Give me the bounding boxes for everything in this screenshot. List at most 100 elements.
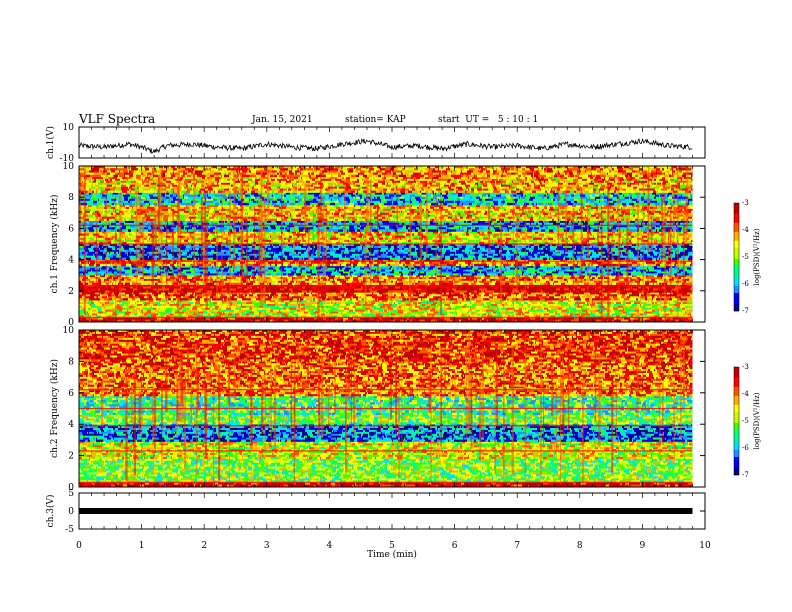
ch1-spectrogram-cell [625,309,630,312]
ch1-spectrogram-cell [304,294,309,297]
ch1-spectrogram-cell [266,309,270,312]
ch1-spectrogram-cell [470,298,471,301]
ch1-spectrogram-cell [250,288,255,291]
ch1-spectrogram-cell [597,292,602,295]
ch1-spectrogram-cell [111,315,113,318]
ch1-spectrogram-cell [433,294,438,297]
ch1-spectrogram-cell [255,280,256,283]
ch1-spectrogram-cell [419,278,424,282]
ch1-spectrogram-cell [298,265,301,268]
ch1-spectrogram-cell [435,300,440,303]
ch1-spectrogram-cell [309,282,312,285]
ch1-spectrogram-cell [415,275,416,278]
ch1-spectrogram-cell [641,288,643,291]
ch1-spectrogram-cell [443,305,448,309]
ch1-spectrogram-cell [144,277,149,280]
ch1-spectrogram-cell [596,304,598,307]
ch1-spectrogram-cell [193,288,198,291]
ch1-spectrogram-cell [265,313,269,316]
ch1-spectrogram-cell [470,288,472,291]
ch1-spectrogram-cell [132,304,133,307]
ch1-spectrogram-cell [572,307,576,311]
ch1-spectrogram-cell [667,294,671,297]
ch1-spectrogram-cell [328,290,333,293]
ch1-spectrogram-cell [666,304,669,307]
ch1-spectrogram-cell [237,304,239,307]
ch1-spectrogram-cell [629,304,632,307]
ch1-spectrogram-cell [147,296,149,299]
ch1-spectrogram-cell [478,278,481,282]
ch1-spectrogram-cell [485,298,489,301]
ch1-spectrogram-cell [511,292,514,295]
ch1-spectrogram-cell [164,290,168,293]
ch1-spectrogram-cell [165,286,166,289]
ch1-spectrogram-cell [635,305,637,309]
ch1-spectrogram-cell [200,304,204,307]
ch1-spectrogram-cell [105,290,109,293]
ch1-spectrogram-cell [498,317,499,320]
ch1-spectrogram-cell [348,317,353,320]
ch1-spectrogram-cell [381,282,384,285]
ch1-spectrogram-cell [359,319,364,323]
ch1-spectrogram-cell [584,307,589,311]
ch1-spectrogram-cell [535,292,536,295]
ch1-spectrogram-cell [422,277,426,280]
ch1-spectrogram-cell [158,288,161,291]
ch1-spectrogram-cell [441,311,444,314]
ch1-spectrogram-cell [277,292,282,295]
ch1-spectrogram-cell [498,298,500,301]
ch1-spectrogram-cell [111,265,113,268]
ch1-spectrogram-cell [93,286,97,289]
ch1-spectrogram-cell [259,311,261,314]
ch1-spectrogram-cell [296,315,298,318]
ch1-spectrogram-cell [230,280,233,283]
ch1-spectrogram-cell [422,305,427,309]
ch1-spectrogram-cell [629,300,633,303]
ch1-spectrogram-cell [221,313,225,316]
ch1-spectrogram-cell [341,278,344,282]
ch1-spectrogram-cell [611,307,613,311]
ch1-spectrogram-cell [448,305,449,309]
ch1-spectrogram-cell [240,305,241,309]
ch1-spectrogram-cell [232,304,237,307]
ch1-spectrogram-cell [450,315,455,318]
ch1-spectrogram-cell [187,319,188,323]
ch1-spectrogram-cell [507,296,511,299]
ch1-spectrogram-cell [624,288,625,291]
ch1-spectrogram-cell [271,298,274,301]
ch1-spectrogram-cell [560,313,564,316]
ch1-spectrogram-cell [368,319,370,323]
ch1-spectrogram-cell [275,265,280,268]
ch1-spectrogram-cell [507,294,508,297]
ch1-spectrogram-cell [442,300,446,303]
ch1-spectrogram-cell [166,278,170,282]
ch1-spectrogram-cell [501,307,506,311]
ch1-spectrogram-cell [287,296,289,299]
ch1-spectrogram-cell [271,307,272,311]
ch1-spectrogram-cell [276,280,278,283]
ch1-spectrogram-cell [589,275,591,278]
ch1-spectrogram-cell [229,309,234,312]
ch1-spectrogram-cell [82,278,84,282]
ch1-spectrogram-cell [412,311,414,314]
ch1-spectrogram-cell [365,309,366,312]
ch1-spectrogram-cell [505,282,509,285]
ch1-spectrogram-cell [191,313,193,316]
ch1-spectrogram-cell [310,305,315,309]
ch1-spectrogram-cell [170,292,174,295]
ch1-spectrogram-cell [587,302,588,305]
ch1-spectrogram-cell [646,294,650,297]
ch1-spectrogram-cell [689,278,693,282]
ch1-spectrogram-cell [413,302,417,305]
ch1-spectrogram-cell [212,298,217,301]
ch1-spectrogram-cell [685,290,686,293]
ch1-spectrogram-cell [309,298,312,301]
ch1-spectrogram-cell [242,277,246,280]
ch1-spectrogram-cell [181,305,184,309]
ch1-spectrogram-cell [157,304,161,307]
ch1-spectrogram-cell [444,317,447,320]
ch1-spectrogram-cell [391,300,393,303]
ch1-spectrogram-cell [194,309,195,312]
ch1-spectrogram-cell [169,302,174,305]
ch1-spectrogram-cell [252,300,256,303]
